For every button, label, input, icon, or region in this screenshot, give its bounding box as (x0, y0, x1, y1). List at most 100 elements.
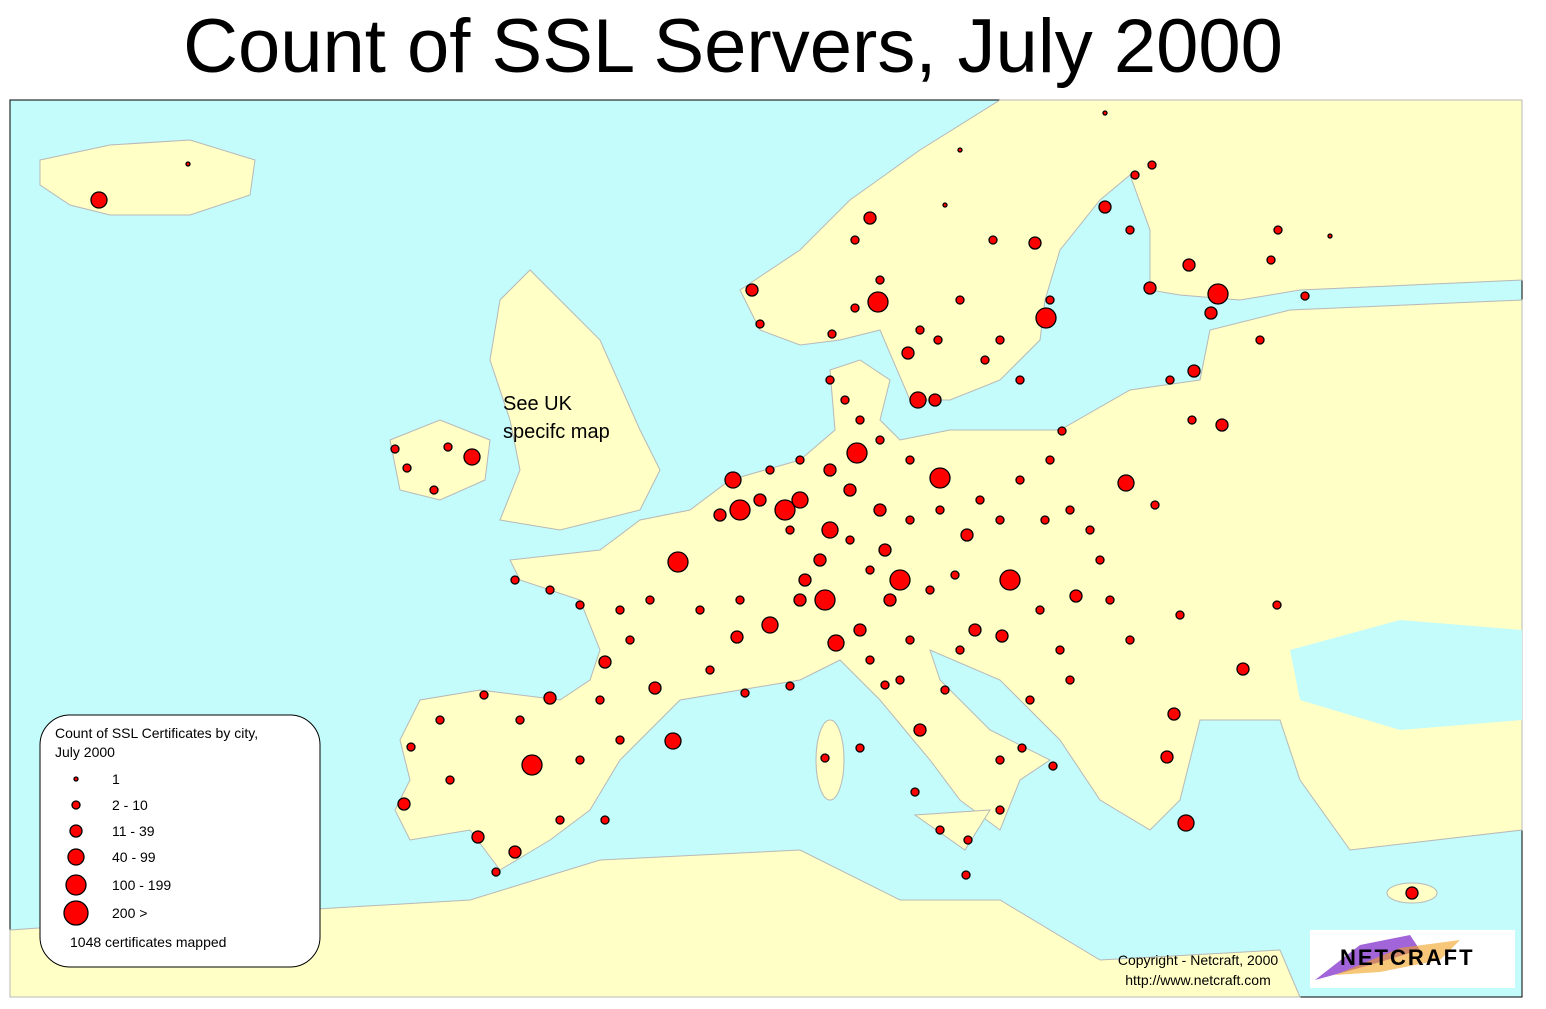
city-marker (429, 485, 439, 495)
city-marker (925, 585, 935, 595)
city-marker (821, 521, 839, 539)
logo-swoosh (1315, 935, 1420, 980)
city-marker (1015, 375, 1025, 385)
city-marker (825, 375, 835, 385)
city-marker (1175, 610, 1185, 620)
city-marker (648, 681, 662, 695)
city-marker (929, 467, 951, 489)
city-marker (695, 605, 705, 615)
city-marker (1177, 814, 1195, 832)
city-marker (880, 680, 890, 690)
city-marker (1143, 281, 1157, 295)
city-marker (865, 565, 875, 575)
city-marker (988, 235, 998, 245)
logo: NETCRAFT (1310, 930, 1515, 988)
city-marker (995, 629, 1009, 643)
city-marker (875, 275, 885, 285)
city-marker (791, 491, 809, 509)
land (489, 269, 661, 531)
city-marker (785, 681, 795, 691)
city-marker (1035, 605, 1045, 615)
legend-label: 100 - 199 (112, 877, 171, 893)
city-markers (90, 110, 1419, 900)
legend-items: 1 2 - 10 11 - 39 40 - 99 100 - 199 200 > (63, 771, 171, 926)
city-marker (543, 691, 557, 705)
city-marker (813, 553, 827, 567)
city-marker (883, 593, 897, 607)
city-marker (397, 797, 411, 811)
city-marker (1102, 110, 1108, 116)
city-marker (905, 635, 915, 645)
city-marker (855, 743, 865, 753)
city-marker (840, 395, 850, 405)
city-marker (615, 735, 625, 745)
city-marker (765, 465, 775, 475)
legend-symbol (71, 800, 81, 810)
city-marker (935, 505, 945, 515)
city-marker (955, 645, 965, 655)
city-marker (995, 805, 1005, 815)
legend-symbol (65, 874, 87, 896)
city-marker (968, 623, 982, 637)
city-marker (915, 325, 925, 335)
city-marker (479, 690, 489, 700)
legend-box (39, 714, 321, 968)
city-marker (1105, 595, 1115, 605)
city-marker (995, 755, 1005, 765)
city-marker (761, 616, 779, 634)
city-marker (1187, 415, 1197, 425)
city-marker (1065, 505, 1075, 515)
city-marker (545, 585, 555, 595)
city-marker (90, 191, 108, 209)
city-marker (999, 569, 1021, 591)
city-marker (1048, 761, 1058, 771)
city-marker (1150, 500, 1160, 510)
city-marker (774, 499, 796, 521)
city-marker (827, 634, 845, 652)
city-marker (1098, 200, 1112, 214)
city-marker (850, 303, 860, 313)
city-marker (905, 455, 915, 465)
logo-swoosh (1335, 940, 1460, 975)
copyright: Copyright - Netcraft, 2000 (1118, 952, 1279, 968)
city-marker (827, 329, 837, 339)
city-marker (1405, 886, 1419, 900)
land (815, 719, 845, 801)
city-marker (1017, 743, 1027, 753)
city-marker (845, 535, 855, 545)
url: http://www.netcraft.com (1125, 972, 1271, 988)
city-marker (846, 442, 868, 464)
city-marker (1187, 364, 1201, 378)
legend: Count of SSL Certificates by city, July … (39, 714, 321, 968)
city-marker (625, 635, 635, 645)
city-marker (1204, 306, 1218, 320)
city-marker (1035, 307, 1057, 329)
annotation: See UK (503, 393, 573, 415)
city-marker (785, 525, 795, 535)
city-marker (863, 211, 877, 225)
city-marker (753, 493, 767, 507)
city-marker (1095, 555, 1105, 565)
city-marker (1207, 283, 1229, 305)
land (389, 419, 491, 501)
city-marker (705, 665, 715, 675)
city-marker (1165, 375, 1175, 385)
city-marker (843, 483, 857, 497)
city-marker (645, 595, 655, 605)
city-marker (942, 202, 948, 208)
city-marker (1015, 475, 1025, 485)
city-marker (878, 543, 892, 557)
city-marker (961, 870, 971, 880)
legend-label: 40 - 99 (112, 849, 156, 865)
black-sea (1290, 620, 1522, 730)
city-marker (1300, 291, 1310, 301)
legend-label: 200 > (112, 905, 147, 921)
city-marker (910, 787, 920, 797)
city-marker (510, 575, 520, 585)
city-marker (1065, 675, 1075, 685)
city-marker (664, 732, 682, 750)
city-marker (895, 675, 905, 685)
city-marker (729, 499, 751, 521)
city-marker (980, 355, 990, 365)
